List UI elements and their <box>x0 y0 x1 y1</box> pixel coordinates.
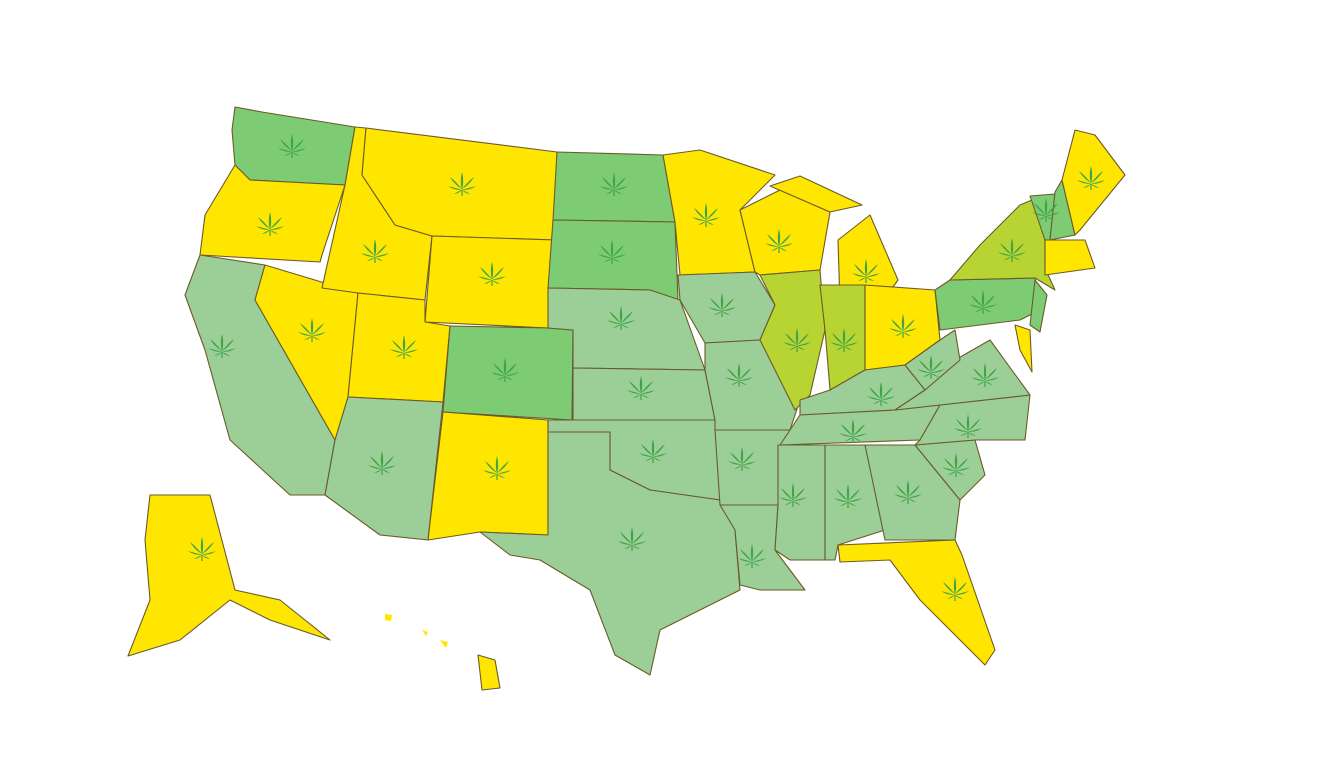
state-oregon <box>199 164 346 263</box>
state-pennsylvania <box>934 277 1041 331</box>
hawaii-island <box>422 630 428 636</box>
state-west-virginia <box>904 329 961 391</box>
state-texas <box>479 431 741 676</box>
states-layer <box>127 106 1126 691</box>
state-wyoming <box>424 235 556 329</box>
state-southern-new-england <box>1044 239 1096 276</box>
hawaii-island <box>385 614 392 621</box>
state-kansas <box>572 367 716 421</box>
state-iowa <box>677 271 776 344</box>
state-new-mexico <box>427 411 549 541</box>
state-maryland-delaware <box>1014 324 1033 373</box>
state-alaska <box>127 494 331 657</box>
state-florida <box>837 539 996 666</box>
state-colorado <box>442 325 574 421</box>
hawaii-island <box>440 640 448 648</box>
state-michigan-upper <box>769 175 863 213</box>
state-washington <box>231 106 356 186</box>
state-new-jersey <box>1029 279 1048 333</box>
state-hawaii <box>477 654 501 691</box>
state-mississippi <box>774 444 826 561</box>
state-maine <box>1061 129 1126 236</box>
